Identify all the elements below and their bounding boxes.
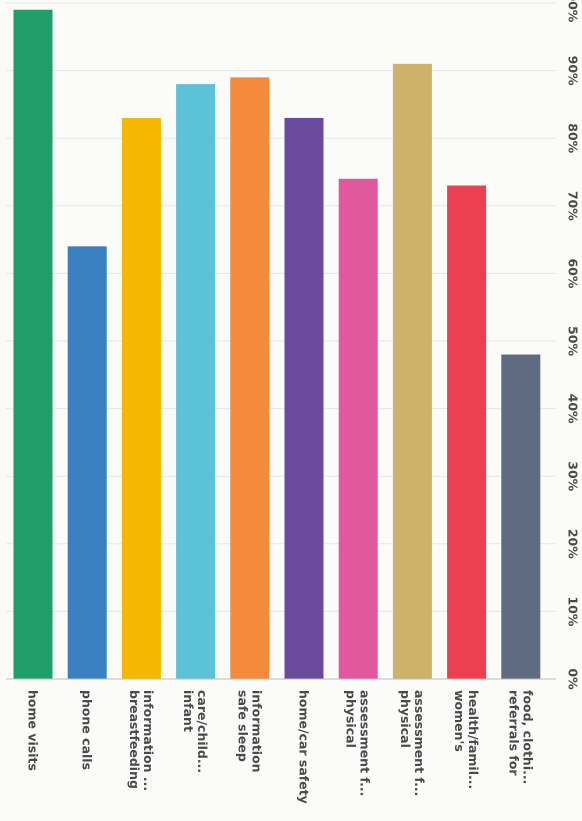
y-tick-label: 100% xyxy=(566,0,581,23)
bar xyxy=(121,117,161,680)
bar xyxy=(67,246,107,680)
bar xyxy=(392,63,432,679)
y-axis-tick-labels: 0% 10% 20% 30% 40% 50% 60% 70% 80% 90% 100% xyxy=(566,0,581,690)
category-label-line: information ... xyxy=(141,690,156,791)
bar xyxy=(13,9,53,679)
category-label: home/car safety xyxy=(297,690,312,804)
category-label-line: health/famil... xyxy=(466,690,481,789)
category-label: infant care/child... xyxy=(181,690,210,773)
category-label-line: care/child... xyxy=(195,690,210,773)
category-label-line: phone calls xyxy=(80,690,95,770)
bar xyxy=(338,178,378,679)
category-label-line: physical xyxy=(344,690,359,748)
category-label: home visits xyxy=(26,690,41,771)
bar xyxy=(447,185,487,679)
category-label-line: breastfeeding xyxy=(127,690,142,789)
y-tick-label: 50% xyxy=(566,326,581,356)
bars xyxy=(13,9,541,680)
category-labels: home visits phone calls breastfeeding infor… xyxy=(26,690,536,804)
y-tick-label: 30% xyxy=(566,461,581,491)
category-label: phone calls xyxy=(80,690,95,770)
bar xyxy=(501,354,541,679)
category-label-line: referrals for xyxy=(506,690,521,776)
category-label: physical assessment f... xyxy=(344,690,373,796)
category-label-line: home/car safety xyxy=(297,690,312,804)
category-label-line: information xyxy=(249,690,264,773)
category-label: physical assessment f... xyxy=(398,690,427,796)
category-label-line: women's xyxy=(452,690,467,752)
category-label: safe sleep information xyxy=(235,690,264,773)
category-label: referrals for food, clothi... xyxy=(506,690,535,784)
category-label-line: assessment f... xyxy=(358,690,373,796)
y-tick-label: 10% xyxy=(566,596,581,626)
bar xyxy=(230,77,270,680)
category-label-line: safe sleep xyxy=(235,690,250,762)
y-tick-label: 80% xyxy=(566,123,581,153)
bar xyxy=(284,117,324,680)
category-label-line: food, clothi... xyxy=(520,690,535,784)
category-label: women's health/famil... xyxy=(452,690,481,789)
category-label-line: assessment f... xyxy=(412,690,427,796)
y-tick-label: 0% xyxy=(566,668,581,690)
category-label-line: infant xyxy=(181,690,196,732)
category-label-line: physical xyxy=(398,690,413,748)
y-tick-label: 40% xyxy=(566,394,581,424)
y-tick-label: 90% xyxy=(566,56,581,86)
y-tick-label: 70% xyxy=(566,191,581,221)
category-label: breastfeeding information ... xyxy=(127,690,156,791)
category-label-line: home visits xyxy=(26,690,41,771)
y-tick-label: 20% xyxy=(566,529,581,559)
bar xyxy=(176,84,216,680)
y-tick-label: 60% xyxy=(566,258,581,288)
